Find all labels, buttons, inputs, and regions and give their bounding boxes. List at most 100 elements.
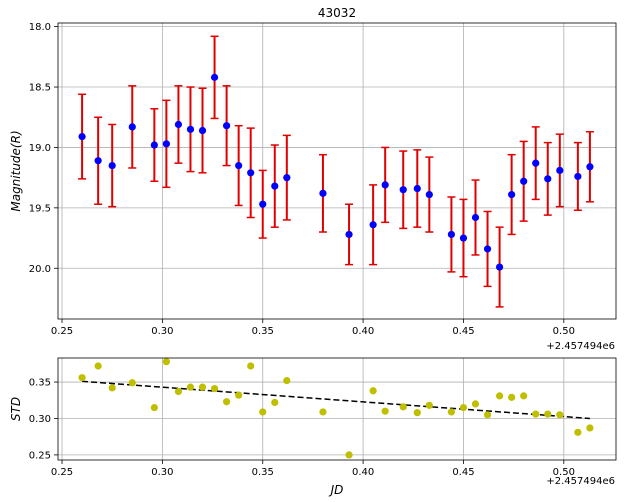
magnitude-point	[556, 166, 564, 174]
chart-title: 43032	[318, 6, 356, 20]
std-point	[345, 451, 353, 459]
std-point	[586, 424, 594, 432]
magnitude-y-label: Magnitude(R)	[9, 130, 23, 211]
magnitude-point	[210, 73, 219, 81]
y-tick-label: 0.25	[29, 450, 51, 461]
y-tick-label: 19.0	[29, 143, 51, 154]
std-point	[574, 428, 582, 436]
std-point	[223, 398, 231, 406]
x-tick-label: 0.50	[553, 326, 575, 337]
std-point	[247, 362, 255, 370]
std-y-ticks: 0.25 0.30 0.35	[29, 378, 58, 461]
std-point	[495, 392, 504, 400]
y-tick-label: 18.0	[29, 22, 51, 33]
x-tick-label: 0.35	[252, 326, 274, 337]
y-tick-label: 0.30	[29, 414, 51, 425]
x-tick-label: 0.50	[553, 467, 575, 478]
magnitude-point	[150, 141, 158, 149]
magnitude-point	[319, 189, 327, 197]
std-point	[162, 358, 170, 366]
x-tick-label: 0.30	[151, 326, 173, 337]
std-point	[459, 403, 468, 412]
std-point	[319, 408, 327, 416]
magnitude-point	[174, 120, 183, 129]
magnitude-point	[483, 245, 492, 253]
magnitude-point	[447, 230, 456, 239]
y-tick-label: 0.35	[29, 378, 51, 389]
std-point	[425, 401, 433, 409]
std-point	[399, 403, 407, 411]
magnitude-point	[471, 213, 480, 222]
y-tick-label: 18.5	[29, 83, 51, 94]
x-tick-label: 0.40	[352, 326, 374, 337]
magnitude-points	[78, 73, 594, 271]
magnitude-point	[369, 221, 377, 229]
magnitude-x-ticks: 0.25 0.30 0.35 0.40 0.45 0.50	[51, 319, 575, 337]
std-point	[198, 383, 207, 391]
x-tick-label: 0.25	[51, 326, 73, 337]
x-tick-label: 0.35	[252, 467, 274, 478]
magnitude-point	[399, 186, 407, 194]
magnitude-point	[459, 234, 468, 242]
x-tick-label: 0.45	[452, 326, 474, 337]
magnitude-point	[235, 161, 243, 170]
x-tick-label: 0.40	[352, 467, 374, 478]
std-panel: 0.25 0.30 0.35 0.40 0.45 0.50 0.25 0.30 0.35 +2…	[9, 357, 617, 497]
magnitude-point	[495, 263, 504, 271]
std-point	[271, 398, 279, 407]
std-point	[150, 403, 158, 412]
magnitude-point	[271, 182, 279, 190]
std-point	[210, 385, 219, 393]
magnitude-grid	[58, 23, 616, 319]
magnitude-point	[94, 157, 102, 165]
std-x-ticks: 0.25 0.30 0.35 0.40 0.45 0.50	[51, 460, 575, 478]
magnitude-y-ticks: 18.0 18.5 19.0 19.5 20.0	[29, 22, 58, 275]
magnitude-point	[223, 122, 231, 130]
magnitude-point	[247, 169, 255, 177]
x-tick-label: 0.45	[452, 467, 474, 478]
std-point	[94, 362, 102, 370]
std-point	[186, 383, 195, 391]
magnitude-point	[544, 175, 552, 183]
magnitude-point	[574, 172, 582, 181]
magnitude-point	[508, 190, 516, 199]
magnitude-error-bars	[78, 35, 594, 308]
std-point	[381, 407, 389, 415]
std-points	[78, 358, 594, 459]
magnitude-point	[520, 177, 528, 185]
std-fit-line	[82, 380, 590, 420]
magnitude-point	[283, 174, 291, 182]
x-tick-label: 0.25	[51, 467, 73, 478]
std-point	[78, 374, 86, 382]
magnitude-point	[425, 190, 433, 199]
std-x-offset: +2.457494e6	[546, 476, 615, 487]
std-point	[471, 400, 480, 408]
std-point	[508, 393, 516, 401]
magnitude-point	[413, 184, 421, 193]
magnitude-panel: 43032 0.25 0.30 0.35 0.40 0.45 0.50 18.0 18.5 1…	[9, 6, 617, 352]
std-point	[413, 409, 421, 417]
std-point	[447, 408, 456, 416]
std-grid	[58, 358, 616, 460]
x-tick-label: 0.30	[151, 467, 173, 478]
magnitude-point	[186, 125, 195, 133]
std-point	[520, 392, 528, 400]
std-point	[483, 411, 492, 419]
magnitude-point	[108, 161, 116, 170]
std-x-label: JD	[329, 483, 344, 497]
magnitude-point	[586, 163, 594, 171]
magnitude-point	[162, 140, 170, 148]
std-point	[283, 376, 291, 385]
std-y-label: STD	[9, 397, 23, 421]
magnitude-point	[381, 181, 389, 189]
std-point	[128, 379, 136, 387]
y-tick-label: 19.5	[29, 203, 51, 214]
std-point	[544, 410, 552, 418]
std-point	[556, 411, 564, 419]
magnitude-point	[532, 159, 540, 167]
magnitude-point	[128, 123, 136, 131]
magnitude-point	[78, 132, 86, 141]
std-point	[369, 387, 377, 395]
std-axes-frame	[57, 357, 617, 461]
